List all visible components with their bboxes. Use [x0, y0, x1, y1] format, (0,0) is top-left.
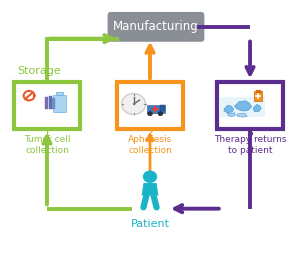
Polygon shape	[235, 101, 251, 111]
Polygon shape	[142, 183, 158, 196]
Text: Therapy returns
to patient: Therapy returns to patient	[214, 135, 286, 155]
Text: Patient: Patient	[130, 219, 170, 229]
Bar	[46, 97, 49, 109]
Bar	[49, 96, 52, 109]
Circle shape	[122, 94, 146, 114]
Polygon shape	[237, 113, 247, 117]
Text: Apheresis
collection: Apheresis collection	[128, 135, 172, 155]
Text: Tumor cell
collection: Tumor cell collection	[24, 135, 70, 155]
Polygon shape	[224, 105, 234, 113]
Bar	[14, 82, 80, 129]
Polygon shape	[253, 105, 261, 112]
Text: 3: 3	[247, 128, 254, 138]
Bar	[53, 95, 66, 112]
Polygon shape	[235, 101, 251, 111]
Bar	[217, 82, 283, 129]
Bar	[256, 90, 260, 92]
Polygon shape	[253, 105, 261, 112]
Text: Storage: Storage	[18, 66, 62, 76]
Text: 2: 2	[146, 128, 154, 138]
Bar	[160, 105, 165, 110]
Text: 1: 1	[44, 128, 50, 138]
Polygon shape	[224, 105, 234, 113]
Bar	[147, 105, 165, 113]
Bar	[117, 82, 183, 129]
Bar	[219, 98, 265, 117]
Circle shape	[148, 112, 152, 116]
Bar	[52, 98, 55, 109]
Circle shape	[143, 170, 157, 183]
Bar	[56, 92, 63, 95]
Circle shape	[158, 112, 163, 116]
Text: Manufacturing: Manufacturing	[113, 20, 199, 33]
Polygon shape	[237, 113, 247, 117]
Bar	[254, 92, 262, 101]
FancyBboxPatch shape	[108, 12, 204, 42]
Polygon shape	[228, 113, 235, 116]
Polygon shape	[228, 113, 235, 116]
